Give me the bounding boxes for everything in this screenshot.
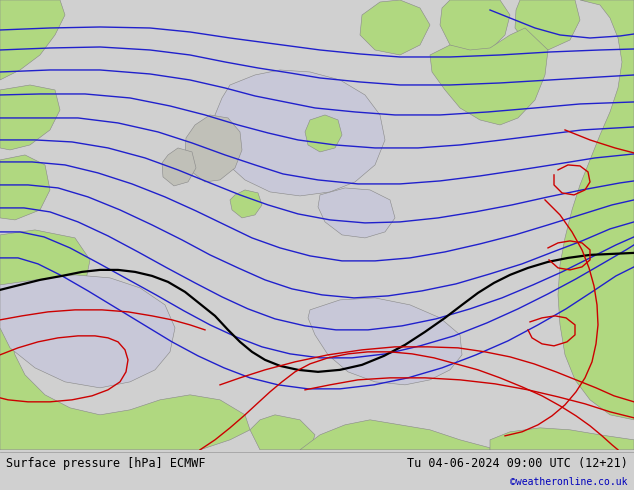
Polygon shape bbox=[305, 115, 342, 152]
Polygon shape bbox=[318, 188, 395, 238]
Polygon shape bbox=[515, 0, 580, 50]
Polygon shape bbox=[215, 70, 385, 196]
Polygon shape bbox=[0, 310, 250, 450]
Polygon shape bbox=[360, 0, 430, 55]
Polygon shape bbox=[0, 155, 50, 220]
Polygon shape bbox=[185, 115, 242, 182]
Polygon shape bbox=[440, 0, 510, 55]
Polygon shape bbox=[162, 148, 196, 186]
Text: Tu 04-06-2024 09:00 UTC (12+21): Tu 04-06-2024 09:00 UTC (12+21) bbox=[407, 457, 628, 470]
Polygon shape bbox=[308, 298, 462, 385]
Polygon shape bbox=[558, 0, 634, 420]
Polygon shape bbox=[490, 428, 634, 450]
Text: Surface pressure [hPa] ECMWF: Surface pressure [hPa] ECMWF bbox=[6, 457, 205, 470]
Polygon shape bbox=[0, 275, 175, 388]
Polygon shape bbox=[0, 230, 90, 310]
Polygon shape bbox=[300, 420, 490, 450]
Polygon shape bbox=[230, 190, 262, 218]
Text: ©weatheronline.co.uk: ©weatheronline.co.uk bbox=[510, 477, 628, 487]
Polygon shape bbox=[0, 0, 65, 80]
Polygon shape bbox=[0, 85, 60, 150]
Polygon shape bbox=[430, 28, 548, 125]
Polygon shape bbox=[250, 415, 315, 450]
